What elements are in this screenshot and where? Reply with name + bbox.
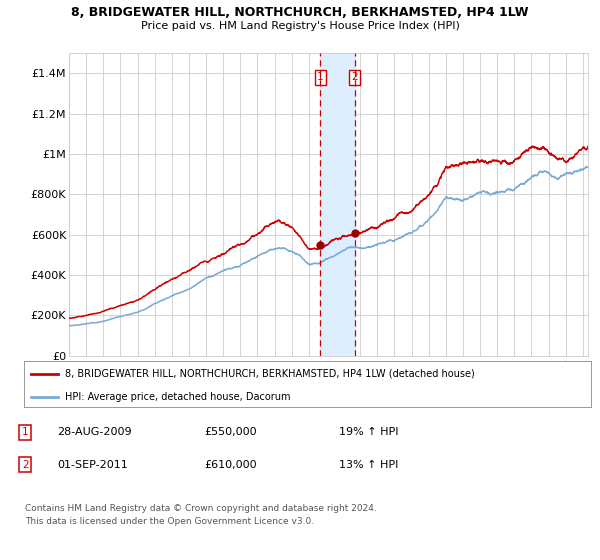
Text: 2: 2 bbox=[22, 460, 29, 470]
Text: HPI: Average price, detached house, Dacorum: HPI: Average price, detached house, Daco… bbox=[65, 392, 290, 402]
Text: 1: 1 bbox=[317, 72, 323, 82]
Text: 28-AUG-2009: 28-AUG-2009 bbox=[57, 427, 131, 437]
Text: 13% ↑ HPI: 13% ↑ HPI bbox=[339, 460, 398, 470]
Text: 1: 1 bbox=[22, 427, 29, 437]
Text: £610,000: £610,000 bbox=[204, 460, 257, 470]
Text: 8, BRIDGEWATER HILL, NORTHCHURCH, BERKHAMSTED, HP4 1LW: 8, BRIDGEWATER HILL, NORTHCHURCH, BERKHA… bbox=[71, 6, 529, 18]
Text: 19% ↑ HPI: 19% ↑ HPI bbox=[339, 427, 398, 437]
Text: Price paid vs. HM Land Registry's House Price Index (HPI): Price paid vs. HM Land Registry's House … bbox=[140, 21, 460, 31]
Bar bbox=[320, 53, 355, 356]
Text: Contains HM Land Registry data © Crown copyright and database right 2024.
This d: Contains HM Land Registry data © Crown c… bbox=[25, 504, 377, 525]
Text: 8, BRIDGEWATER HILL, NORTHCHURCH, BERKHAMSTED, HP4 1LW (detached house): 8, BRIDGEWATER HILL, NORTHCHURCH, BERKHA… bbox=[65, 368, 475, 379]
Text: 01-SEP-2011: 01-SEP-2011 bbox=[57, 460, 128, 470]
Text: 2: 2 bbox=[351, 72, 358, 82]
Text: £550,000: £550,000 bbox=[204, 427, 257, 437]
